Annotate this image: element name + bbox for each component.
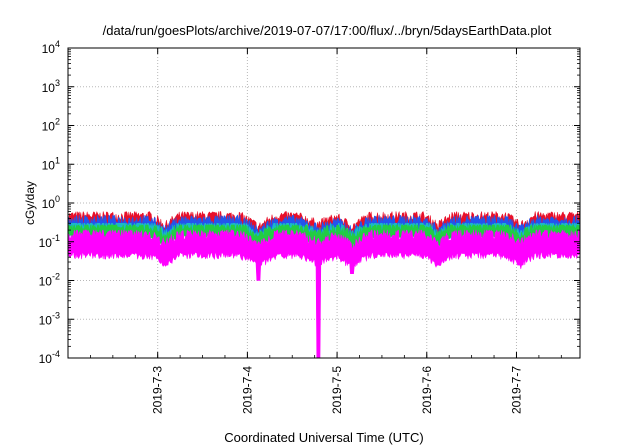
y-tick-label: 10-3 <box>39 310 60 327</box>
y-tick-label: 10-4 <box>39 349 60 366</box>
y-tick-label: 103 <box>42 78 60 95</box>
y-tick-label: 100 <box>42 194 60 211</box>
x-tick-label: 2019-7-6 <box>420 366 434 414</box>
y-tick-label: 102 <box>42 117 60 134</box>
x-tick-label: 2019-7-4 <box>240 366 254 414</box>
x-tick-label: 2019-7-7 <box>509 366 523 414</box>
y-tick-label: 10-1 <box>39 233 60 250</box>
y-tick-label: 104 <box>42 39 60 56</box>
y-tick-label: 101 <box>42 155 60 172</box>
x-axis-label: Coordinated Universal Time (UTC) <box>224 430 423 445</box>
chart-title: /data/run/goesPlots/archive/2019-07-07/1… <box>103 23 552 38</box>
x-axis: 2019-7-3 2019-7-4 2019-7-5 2019-7-6 2019-7-7 <box>67 48 562 414</box>
y-axis: 10-4 10-3 10-2 10-1 100 101 102 103 104 <box>39 39 580 366</box>
y-axis-label: cGy/day <box>23 181 37 225</box>
y-tick-label: 10-2 <box>39 272 60 289</box>
x-tick-label: 2019-7-3 <box>151 366 165 414</box>
x-tick-label: 2019-7-5 <box>330 366 344 414</box>
